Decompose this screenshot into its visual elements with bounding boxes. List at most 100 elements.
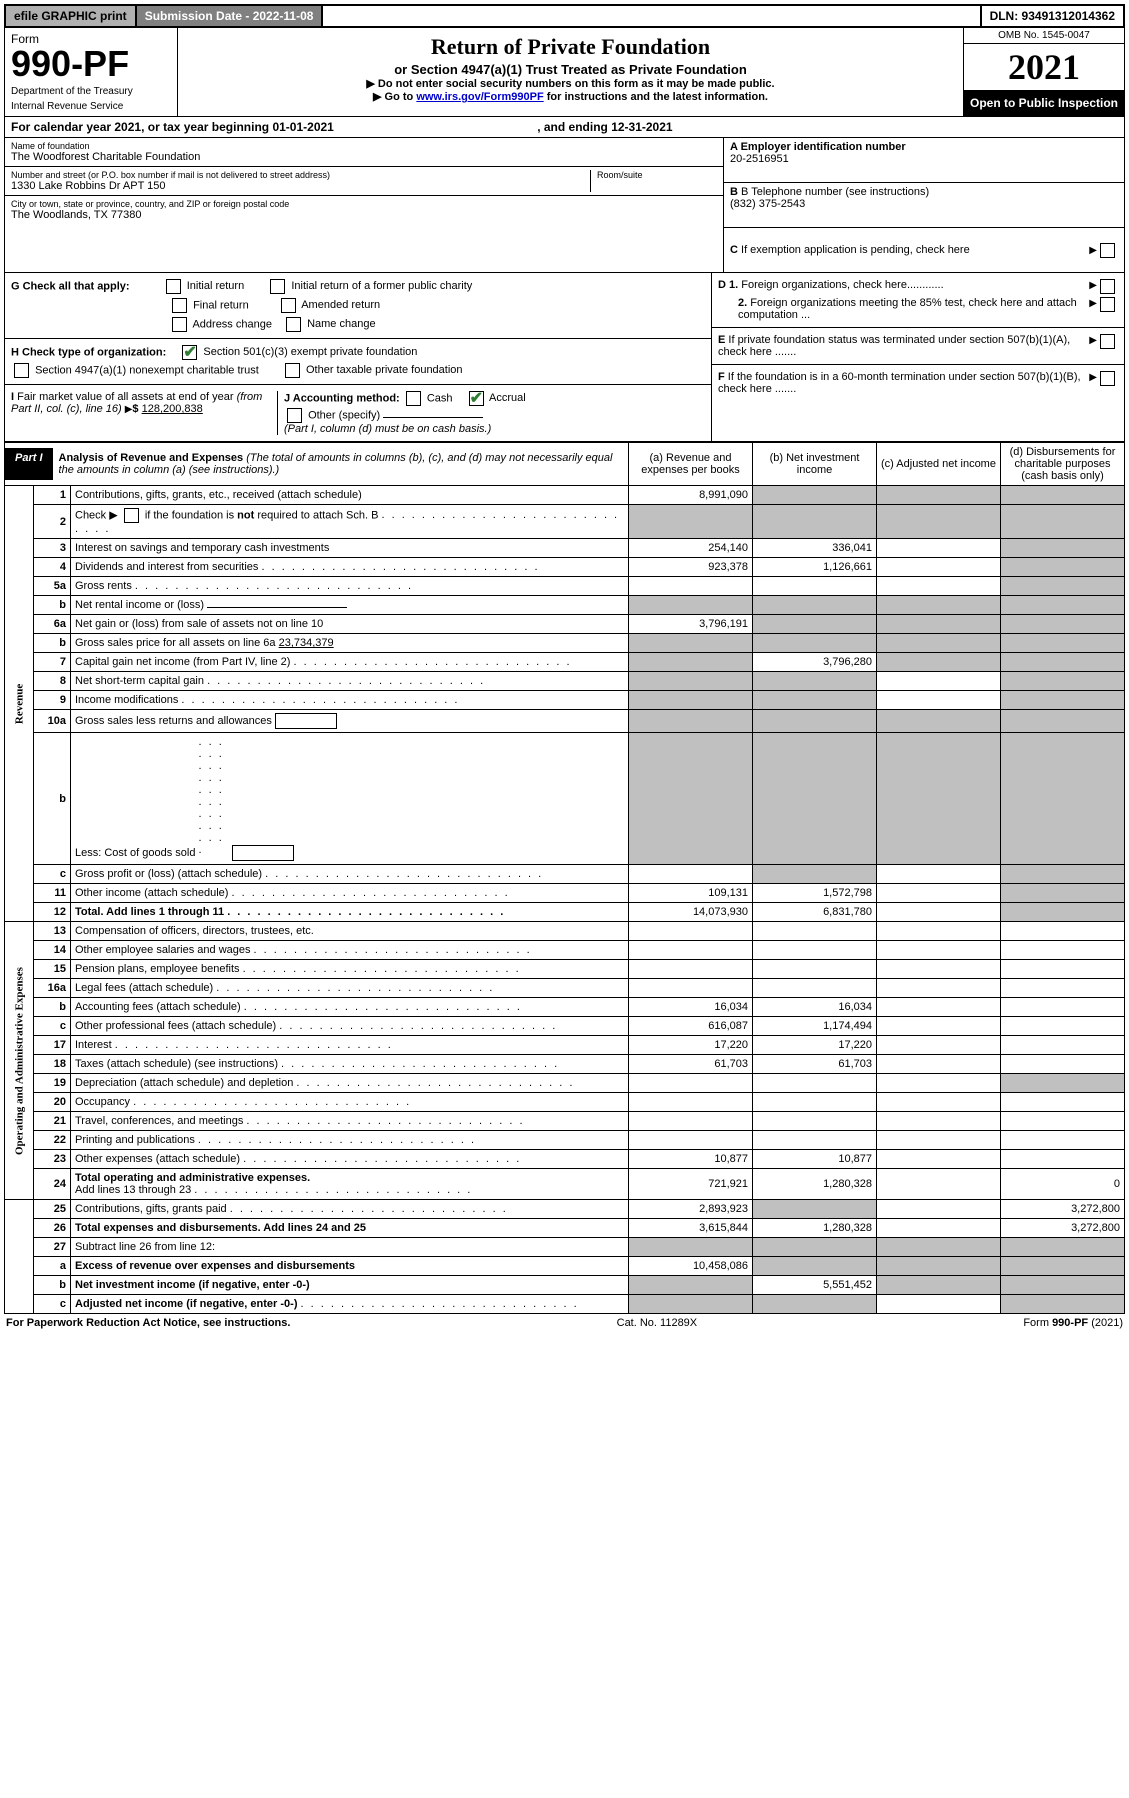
table-row: 12Total. Add lines 1 through 11 14,073,9… bbox=[5, 903, 1125, 922]
table-row: bLess: Cost of goods sold bbox=[5, 733, 1125, 865]
table-row: cAdjusted net income (if negative, enter… bbox=[5, 1295, 1125, 1314]
table-row: cOther professional fees (attach schedul… bbox=[5, 1017, 1125, 1036]
dept-treasury: Department of the Treasury bbox=[11, 86, 171, 97]
table-row: 17Interest 17,22017,220 bbox=[5, 1036, 1125, 1055]
title-box: Return of Private Foundation or Section … bbox=[178, 28, 963, 116]
table-row: 15Pension plans, employee benefits bbox=[5, 960, 1125, 979]
checkbox-initial[interactable] bbox=[166, 279, 181, 294]
checkbox-other-method[interactable] bbox=[287, 408, 302, 423]
table-row: 25Contributions, gifts, grants paid 2,89… bbox=[5, 1200, 1125, 1219]
section-h-label: H Check type of organization: bbox=[11, 346, 166, 358]
arrow-icon bbox=[1089, 244, 1097, 256]
table-row: 5aGross rents bbox=[5, 577, 1125, 596]
phone-label: B B Telephone number (see instructions) bbox=[730, 186, 1118, 198]
footer-left: For Paperwork Reduction Act Notice, see … bbox=[6, 1317, 290, 1329]
checkbox-addr-change[interactable] bbox=[172, 317, 187, 332]
checkbox-cash[interactable] bbox=[406, 391, 421, 406]
city-label: City or town, state or province, country… bbox=[11, 199, 717, 209]
table-row: 26Total expenses and disbursements. Add … bbox=[5, 1219, 1125, 1238]
table-row: aExcess of revenue over expenses and dis… bbox=[5, 1257, 1125, 1276]
year-box: OMB No. 1545-0047 2021 Open to Public In… bbox=[963, 28, 1124, 116]
foundation-name: The Woodforest Charitable Foundation bbox=[11, 151, 717, 163]
form-title: Return of Private Foundation bbox=[182, 34, 959, 60]
ein-value: 20-2516951 bbox=[730, 153, 1118, 165]
table-row: 11Other income (attach schedule) 109,131… bbox=[5, 884, 1125, 903]
table-row: 24Total operating and administrative exp… bbox=[5, 1169, 1125, 1200]
part1-table: Part I Analysis of Revenue and Expenses … bbox=[4, 442, 1125, 1314]
city-state-zip: The Woodlands, TX 77380 bbox=[11, 209, 717, 221]
checkbox-name-change[interactable] bbox=[286, 317, 301, 332]
checkbox-501c3[interactable] bbox=[182, 345, 197, 360]
table-row: cGross profit or (loss) (attach schedule… bbox=[5, 865, 1125, 884]
table-row: Operating and Administrative Expenses 13… bbox=[5, 922, 1125, 941]
irs-label: Internal Revenue Service bbox=[11, 101, 171, 112]
table-row: 2Check ▶ if the foundation is not requir… bbox=[5, 505, 1125, 539]
tax-year: 2021 bbox=[964, 44, 1124, 90]
checkbox-accrual[interactable] bbox=[469, 391, 484, 406]
checkbox-other-tax[interactable] bbox=[285, 363, 300, 378]
checkbox-c[interactable] bbox=[1100, 243, 1115, 258]
col-d-header: (d) Disbursements for charitable purpose… bbox=[1001, 443, 1125, 486]
table-row: 27Subtract line 26 from line 12: bbox=[5, 1238, 1125, 1257]
table-row: 7Capital gain net income (from Part IV, … bbox=[5, 653, 1125, 672]
section-c-label: C If exemption application is pending, c… bbox=[730, 244, 1089, 256]
revenue-side-label: Revenue bbox=[5, 486, 34, 922]
street-address: 1330 Lake Robbins Dr APT 150 bbox=[11, 180, 590, 192]
top-bar: efile GRAPHIC print Submission Date - 20… bbox=[4, 4, 1125, 28]
checkbox-f[interactable] bbox=[1100, 371, 1115, 386]
check-sections: G Check all that apply: Initial return I… bbox=[4, 273, 1125, 442]
table-row: 18Taxes (attach schedule) (see instructi… bbox=[5, 1055, 1125, 1074]
table-row: 4Dividends and interest from securities … bbox=[5, 558, 1125, 577]
table-row: 16aLegal fees (attach schedule) bbox=[5, 979, 1125, 998]
expenses-side-label: Operating and Administrative Expenses bbox=[5, 922, 34, 1200]
table-row: 10aGross sales less returns and allowanc… bbox=[5, 710, 1125, 733]
section-i: I Fair market value of all assets at end… bbox=[11, 391, 278, 435]
checkbox-d1[interactable] bbox=[1100, 279, 1115, 294]
checkbox-initial-pub[interactable] bbox=[270, 279, 285, 294]
omb-number: OMB No. 1545-0047 bbox=[964, 28, 1124, 44]
col-c-header: (c) Adjusted net income bbox=[877, 443, 1001, 486]
page-footer: For Paperwork Reduction Act Notice, see … bbox=[4, 1314, 1125, 1332]
table-row: 19Depreciation (attach schedule) and dep… bbox=[5, 1074, 1125, 1093]
footer-right: Form 990-PF (2021) bbox=[1023, 1317, 1123, 1329]
col-b-header: (b) Net investment income bbox=[753, 443, 877, 486]
checkbox-schb[interactable] bbox=[124, 508, 139, 523]
table-row: 14Other employee salaries and wages bbox=[5, 941, 1125, 960]
checkbox-final[interactable] bbox=[172, 298, 187, 313]
checkbox-4947[interactable] bbox=[14, 363, 29, 378]
checkbox-amended[interactable] bbox=[281, 298, 296, 313]
form-header: Form 990-PF Department of the Treasury I… bbox=[4, 28, 1125, 117]
table-row: 6aNet gain or (loss) from sale of assets… bbox=[5, 615, 1125, 634]
room-label: Room/suite bbox=[597, 170, 717, 180]
part1-label: Part I bbox=[5, 448, 53, 480]
section-d2: 2. Foreign organizations meeting the 85%… bbox=[718, 297, 1089, 321]
phone-value: (832) 375-2543 bbox=[730, 198, 1118, 210]
addr-label: Number and street (or P.O. box number if… bbox=[11, 170, 590, 180]
dln-label: DLN: 93491312014362 bbox=[980, 6, 1123, 26]
open-public-label: Open to Public Inspection bbox=[964, 90, 1124, 116]
part1-title: Analysis of Revenue and Expenses (The to… bbox=[53, 448, 628, 480]
section-j: J Accounting method: Cash Accrual Other … bbox=[278, 391, 705, 435]
form-number-box: Form 990-PF Department of the Treasury I… bbox=[5, 28, 178, 116]
form-number: 990-PF bbox=[11, 46, 171, 82]
submission-date-label: Submission Date - 2022-11-08 bbox=[137, 6, 324, 26]
table-row: 21Travel, conferences, and meetings bbox=[5, 1112, 1125, 1131]
section-e: E If private foundation status was termi… bbox=[718, 334, 1089, 358]
section-d1: D 1. Foreign organizations, check here..… bbox=[718, 279, 1089, 294]
table-row: 22Printing and publications bbox=[5, 1131, 1125, 1150]
table-row: bNet investment income (if negative, ent… bbox=[5, 1276, 1125, 1295]
irs-link[interactable]: www.irs.gov/Form990PF bbox=[416, 91, 543, 103]
table-row: bGross sales price for all assets on lin… bbox=[5, 634, 1125, 653]
col-a-header: (a) Revenue and expenses per books bbox=[629, 443, 753, 486]
checkbox-e[interactable] bbox=[1100, 334, 1115, 349]
instr-1: ▶ Do not enter social security numbers o… bbox=[182, 77, 959, 90]
table-row: 9Income modifications bbox=[5, 691, 1125, 710]
table-row: 23Other expenses (attach schedule) 10,87… bbox=[5, 1150, 1125, 1169]
fmv-value: 128,200,838 bbox=[142, 403, 203, 415]
checkbox-d2[interactable] bbox=[1100, 297, 1115, 312]
table-row: bNet rental income or (loss) bbox=[5, 596, 1125, 615]
table-row: Revenue 1Contributions, gifts, grants, e… bbox=[5, 486, 1125, 505]
section-g: G Check all that apply: Initial return I… bbox=[11, 279, 705, 294]
table-row: 20Occupancy bbox=[5, 1093, 1125, 1112]
name-label: Name of foundation bbox=[11, 141, 717, 151]
